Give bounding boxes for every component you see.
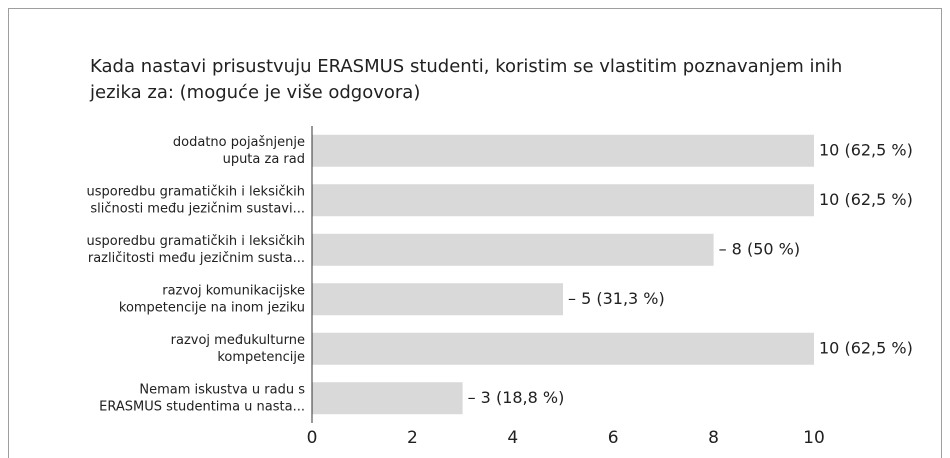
- value-label: – 8 (50 %): [719, 239, 800, 258]
- value-label: – 5 (31,3 %): [568, 289, 665, 308]
- y-tick-label: kompetencije: [217, 350, 305, 365]
- bar: [312, 233, 714, 266]
- value-label: 10 (62,5 %): [819, 338, 913, 357]
- x-tick-label: 10: [803, 428, 825, 448]
- x-tick-label: 0: [307, 428, 318, 448]
- bar: [312, 332, 814, 365]
- x-tick-label: 8: [708, 428, 719, 448]
- value-label: 10 (62,5 %): [819, 140, 913, 159]
- y-tick-label: razvoj komunikacijske: [162, 283, 305, 298]
- value-label: 10 (62,5 %): [819, 190, 913, 209]
- x-tick-label: 4: [507, 428, 518, 448]
- y-tick-label: dodatno pojašnjenje: [173, 135, 305, 150]
- y-tick-label: uputa za rad: [223, 152, 305, 167]
- bar: [312, 184, 814, 217]
- bar: [312, 134, 814, 167]
- frame: [8, 8, 942, 458]
- bar: [312, 283, 563, 316]
- y-tick-label: sličnosti među jezičnim sustavi...: [90, 201, 305, 216]
- x-tick-label: 6: [608, 428, 619, 448]
- y-tick-label: različitosti među jezičnim susta...: [88, 251, 305, 266]
- value-label: – 3 (18,8 %): [468, 388, 565, 407]
- y-tick-label: ERASMUS studentima u nasta...: [99, 399, 305, 414]
- chart-title: Kada nastavi prisustvuju ERASMUS student…: [90, 56, 843, 103]
- y-tick-label: usporedbu gramatičkih i leksičkih: [86, 184, 305, 199]
- bar: [312, 382, 463, 415]
- y-tick-label: Nemam iskustva u radu s: [139, 382, 305, 397]
- y-tick-label: razvoj međukulturne: [171, 333, 305, 348]
- y-tick-label: kompetencije na inom jeziku: [119, 300, 305, 315]
- y-tick-label: usporedbu gramatičkih i leksičkih: [86, 234, 305, 249]
- x-tick-label: 2: [407, 428, 418, 448]
